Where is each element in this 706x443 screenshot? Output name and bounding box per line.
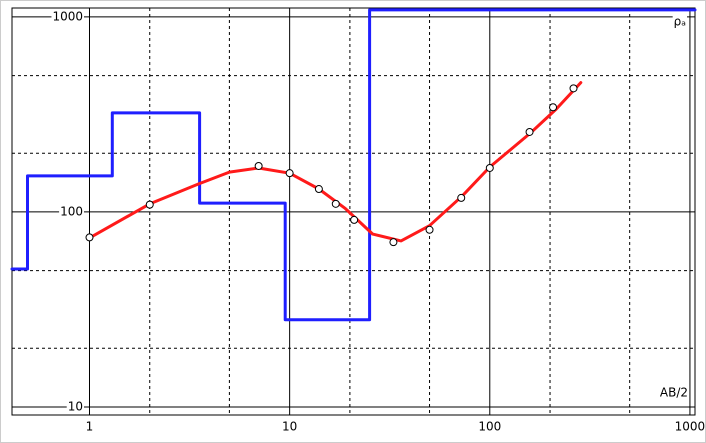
x-tick-label: 1000 — [675, 420, 706, 434]
data-line — [88, 81, 583, 243]
x-tick-label: 100 — [478, 420, 501, 434]
y-tick-label: 1000 — [52, 9, 83, 23]
y-axis-label: ρₐ — [674, 15, 686, 29]
data-point — [525, 127, 534, 136]
y-tick-label: 10 — [68, 400, 83, 414]
x-tick-label: 1 — [86, 420, 94, 434]
data-point — [331, 199, 340, 208]
data-point — [145, 200, 154, 209]
data-point — [425, 225, 434, 234]
data-point — [389, 238, 398, 247]
data-point — [569, 84, 578, 93]
data-line — [10, 8, 697, 322]
data-point — [457, 193, 466, 202]
label-background — [658, 385, 689, 400]
label-background — [66, 399, 84, 414]
data-point — [485, 163, 494, 172]
plot-frame — [11, 7, 696, 416]
data-point — [254, 161, 263, 170]
y-tick-label: 100 — [60, 204, 83, 218]
label-background — [59, 204, 84, 219]
data-point — [85, 233, 94, 242]
x-tick-label: 10 — [282, 420, 297, 434]
data-point — [350, 215, 359, 224]
label-background — [672, 14, 687, 29]
label-background — [51, 9, 84, 24]
data-point — [314, 185, 323, 194]
data-point — [549, 103, 558, 112]
data-point — [285, 169, 294, 178]
x-axis-label: AB/2 — [660, 386, 688, 400]
